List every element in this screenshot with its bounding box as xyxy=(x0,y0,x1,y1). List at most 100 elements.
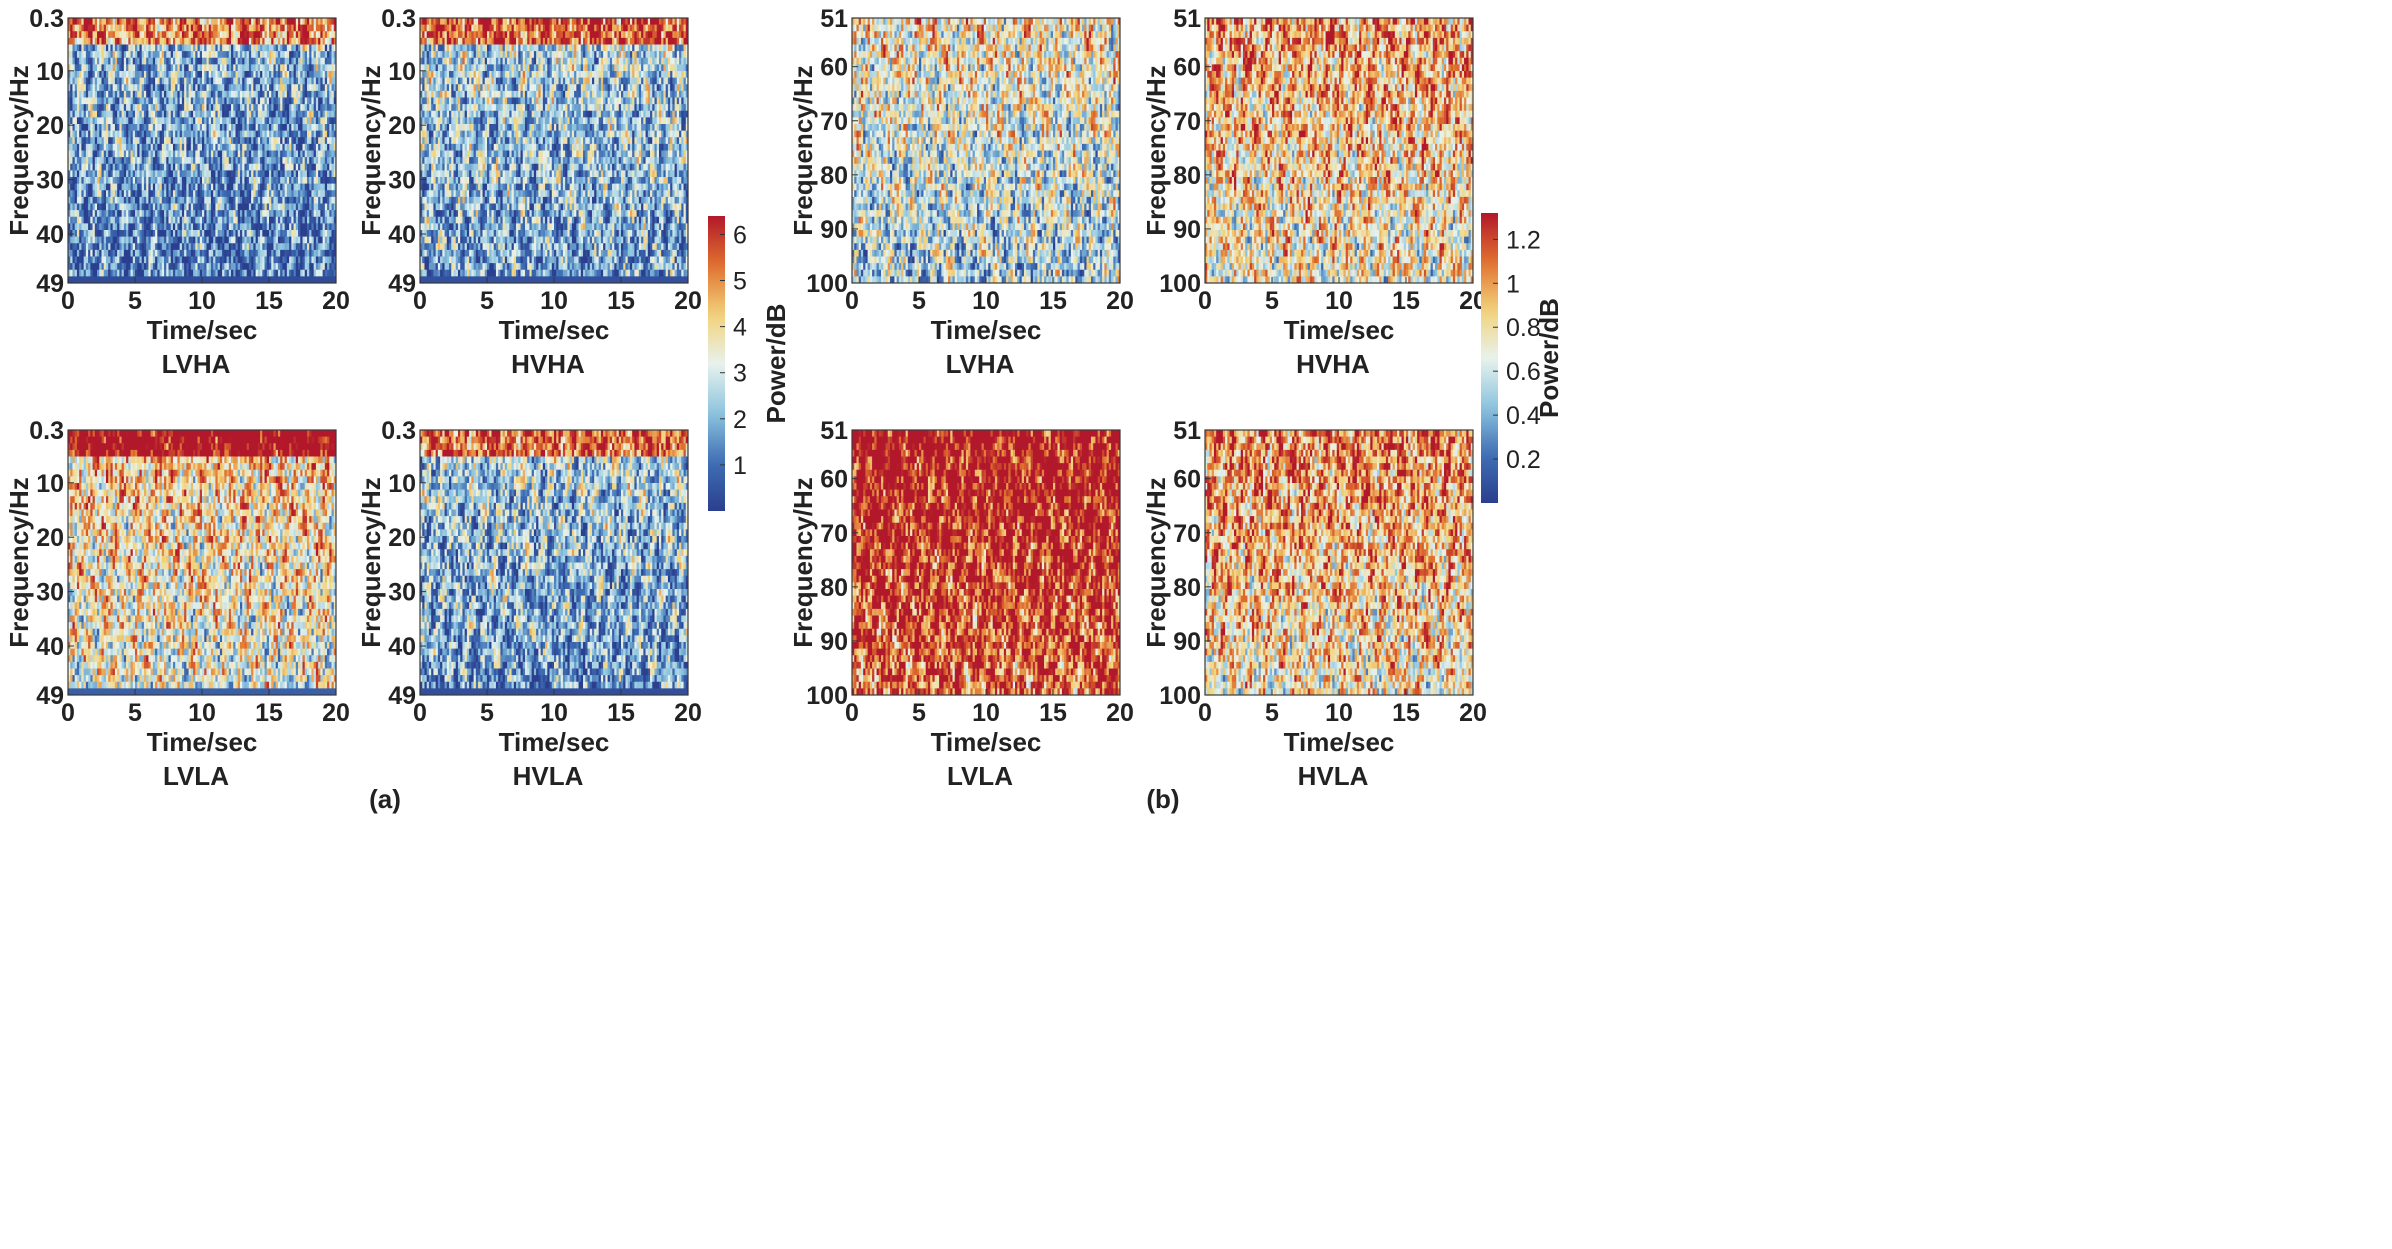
y-axis-label: Frequency/Hz xyxy=(788,477,818,648)
spectrogram-panel-lvla: 0 5 10 15 20 0.3 10 20 30 40 49 Time/sec Frequency/H… xyxy=(4,417,350,791)
y-tick-label: 100 xyxy=(1159,270,1201,298)
x-tick-label: 0 xyxy=(1198,287,1212,315)
x-tick-label: 0 xyxy=(845,287,859,315)
y-tick-label: 10 xyxy=(388,58,416,86)
colorbar: 1 2 3 4 5 6 Power/dB xyxy=(708,216,791,511)
y-tick-label: 10 xyxy=(36,470,64,498)
panel-title: LVHA xyxy=(162,349,231,379)
x-tick-label: 20 xyxy=(1106,699,1134,727)
y-tick-label: 60 xyxy=(820,54,848,82)
y-tick-label: 20 xyxy=(388,524,416,552)
colorbar-tick-label: 0.8 xyxy=(1506,314,1541,342)
heatmap-cells xyxy=(68,18,337,284)
y-tick-label: 20 xyxy=(36,524,64,552)
y-tick-label: 80 xyxy=(1173,574,1201,602)
spectrogram-panel-lvla: 0 5 10 15 20 51 60 70 80 90 100 Time/sec Frequency/H… xyxy=(788,417,1134,791)
x-tick-label: 10 xyxy=(188,287,216,315)
figure-group-b: 0 5 10 15 205160708090100Time/secFrequency/H… xyxy=(788,5,1564,814)
panel-title: HVLA xyxy=(513,761,584,791)
x-tick-label: 15 xyxy=(255,699,283,727)
colorbar-tick-label: 0.4 xyxy=(1506,402,1541,430)
y-axis-label: Frequency/Hz xyxy=(1141,65,1171,236)
y-tick-label: 40 xyxy=(388,633,416,661)
x-axis-label: Time/sec xyxy=(1284,727,1395,757)
heatmap-cells xyxy=(852,18,1121,284)
y-tick-label: 80 xyxy=(1173,162,1201,190)
y-tick-label: 90 xyxy=(820,628,848,656)
x-tick-label: 15 xyxy=(607,287,635,315)
x-tick-label: 20 xyxy=(322,287,350,315)
y-tick-label: 60 xyxy=(1173,466,1201,494)
x-tick-label: 10 xyxy=(540,699,568,727)
x-axis-label: Time/sec xyxy=(499,727,610,757)
x-tick-label: 10 xyxy=(972,699,1000,727)
x-tick-label: 5 xyxy=(128,287,142,315)
y-tick-label: 30 xyxy=(388,579,416,607)
y-tick-label: 49 xyxy=(36,682,64,710)
colorbar-tick-label: 0.6 xyxy=(1506,358,1541,386)
y-tick-label: 49 xyxy=(388,682,416,710)
spectrogram-panel-hvha: 0 5 10 15 205160708090100Time/secFrequency/H… xyxy=(1141,5,1487,379)
y-tick-label: 80 xyxy=(820,574,848,602)
colorbar-tick-label: 3 xyxy=(733,360,747,388)
colorbar-tick-label: 0.2 xyxy=(1506,446,1541,474)
x-tick-label: 10 xyxy=(1325,287,1353,315)
spectrogram-panel-lvha: 0 5 10 15 20 51 60 70 80 90 100 Time/sec Frequency/H… xyxy=(788,5,1134,379)
colorbar-tick-label: 6 xyxy=(733,221,747,249)
y-tick-label: 90 xyxy=(1173,216,1201,244)
y-tick-label: 20 xyxy=(388,112,416,140)
colorbar-tick-label: 1 xyxy=(1506,270,1520,298)
x-tick-label: 5 xyxy=(1265,699,1279,727)
x-tick-label: 5 xyxy=(128,699,142,727)
figure-caption: (b) xyxy=(1146,784,1179,814)
y-tick-label: 20 xyxy=(36,112,64,140)
y-tick-label: 30 xyxy=(36,579,64,607)
y-tick-label: 70 xyxy=(820,108,848,136)
x-tick-label: 0 xyxy=(845,699,859,727)
panel-title: HVLA xyxy=(1298,761,1369,791)
x-tick-label: 20 xyxy=(1459,699,1487,727)
x-tick-label: 5 xyxy=(912,699,926,727)
x-tick-label: 20 xyxy=(1106,287,1134,315)
x-tick-label: 15 xyxy=(607,699,635,727)
x-tick-label: 10 xyxy=(972,287,1000,315)
heatmap-cells xyxy=(852,430,1121,696)
y-tick-label: 49 xyxy=(36,270,64,298)
panel-title: LVLA xyxy=(163,761,229,791)
spectrogram-panel-hvla: 0 5 10 15 20 0.3 10 20 30 40 49 Time/sec Frequency/H… xyxy=(356,417,702,791)
panel-title: LVLA xyxy=(947,761,1013,791)
x-tick-label: 5 xyxy=(480,287,494,315)
x-axis-label: Time/sec xyxy=(147,727,258,757)
panel-title: HVHA xyxy=(1296,349,1370,379)
x-tick-label: 5 xyxy=(1265,287,1279,315)
colorbar-label: Power/dB xyxy=(1534,298,1564,418)
x-tick-label: 10 xyxy=(540,287,568,315)
x-tick-label: 15 xyxy=(1039,699,1067,727)
heatmap-cells xyxy=(420,18,689,284)
y-tick-label: 10 xyxy=(388,470,416,498)
x-tick-label: 20 xyxy=(674,287,702,315)
y-tick-label: 0.3 xyxy=(381,417,416,445)
x-tick-label: 0 xyxy=(1198,699,1212,727)
y-axis-label: Frequency/Hz xyxy=(4,65,34,236)
y-tick-label: 51 xyxy=(820,5,848,33)
y-axis-label: Frequency/Hz xyxy=(4,477,34,648)
figure-caption: (a) xyxy=(369,784,401,814)
y-tick-label: 30 xyxy=(36,167,64,195)
y-tick-label: 51 xyxy=(1173,417,1201,445)
x-tick-label: 20 xyxy=(322,699,350,727)
y-tick-label: 0.3 xyxy=(381,5,416,33)
x-axis-label: Time/sec xyxy=(931,315,1042,345)
y-tick-label: 30 xyxy=(388,167,416,195)
y-tick-label: 51 xyxy=(1173,5,1201,33)
y-tick-label: 60 xyxy=(1173,54,1201,82)
y-tick-label: 60 xyxy=(820,466,848,494)
y-tick-label: 90 xyxy=(820,216,848,244)
y-tick-label: 70 xyxy=(1173,108,1201,136)
x-tick-label: 0 xyxy=(61,287,75,315)
colorbar-tick-label: 5 xyxy=(733,268,747,296)
x-tick-label: 0 xyxy=(413,699,427,727)
x-tick-label: 10 xyxy=(1325,699,1353,727)
y-tick-label: 40 xyxy=(36,633,64,661)
